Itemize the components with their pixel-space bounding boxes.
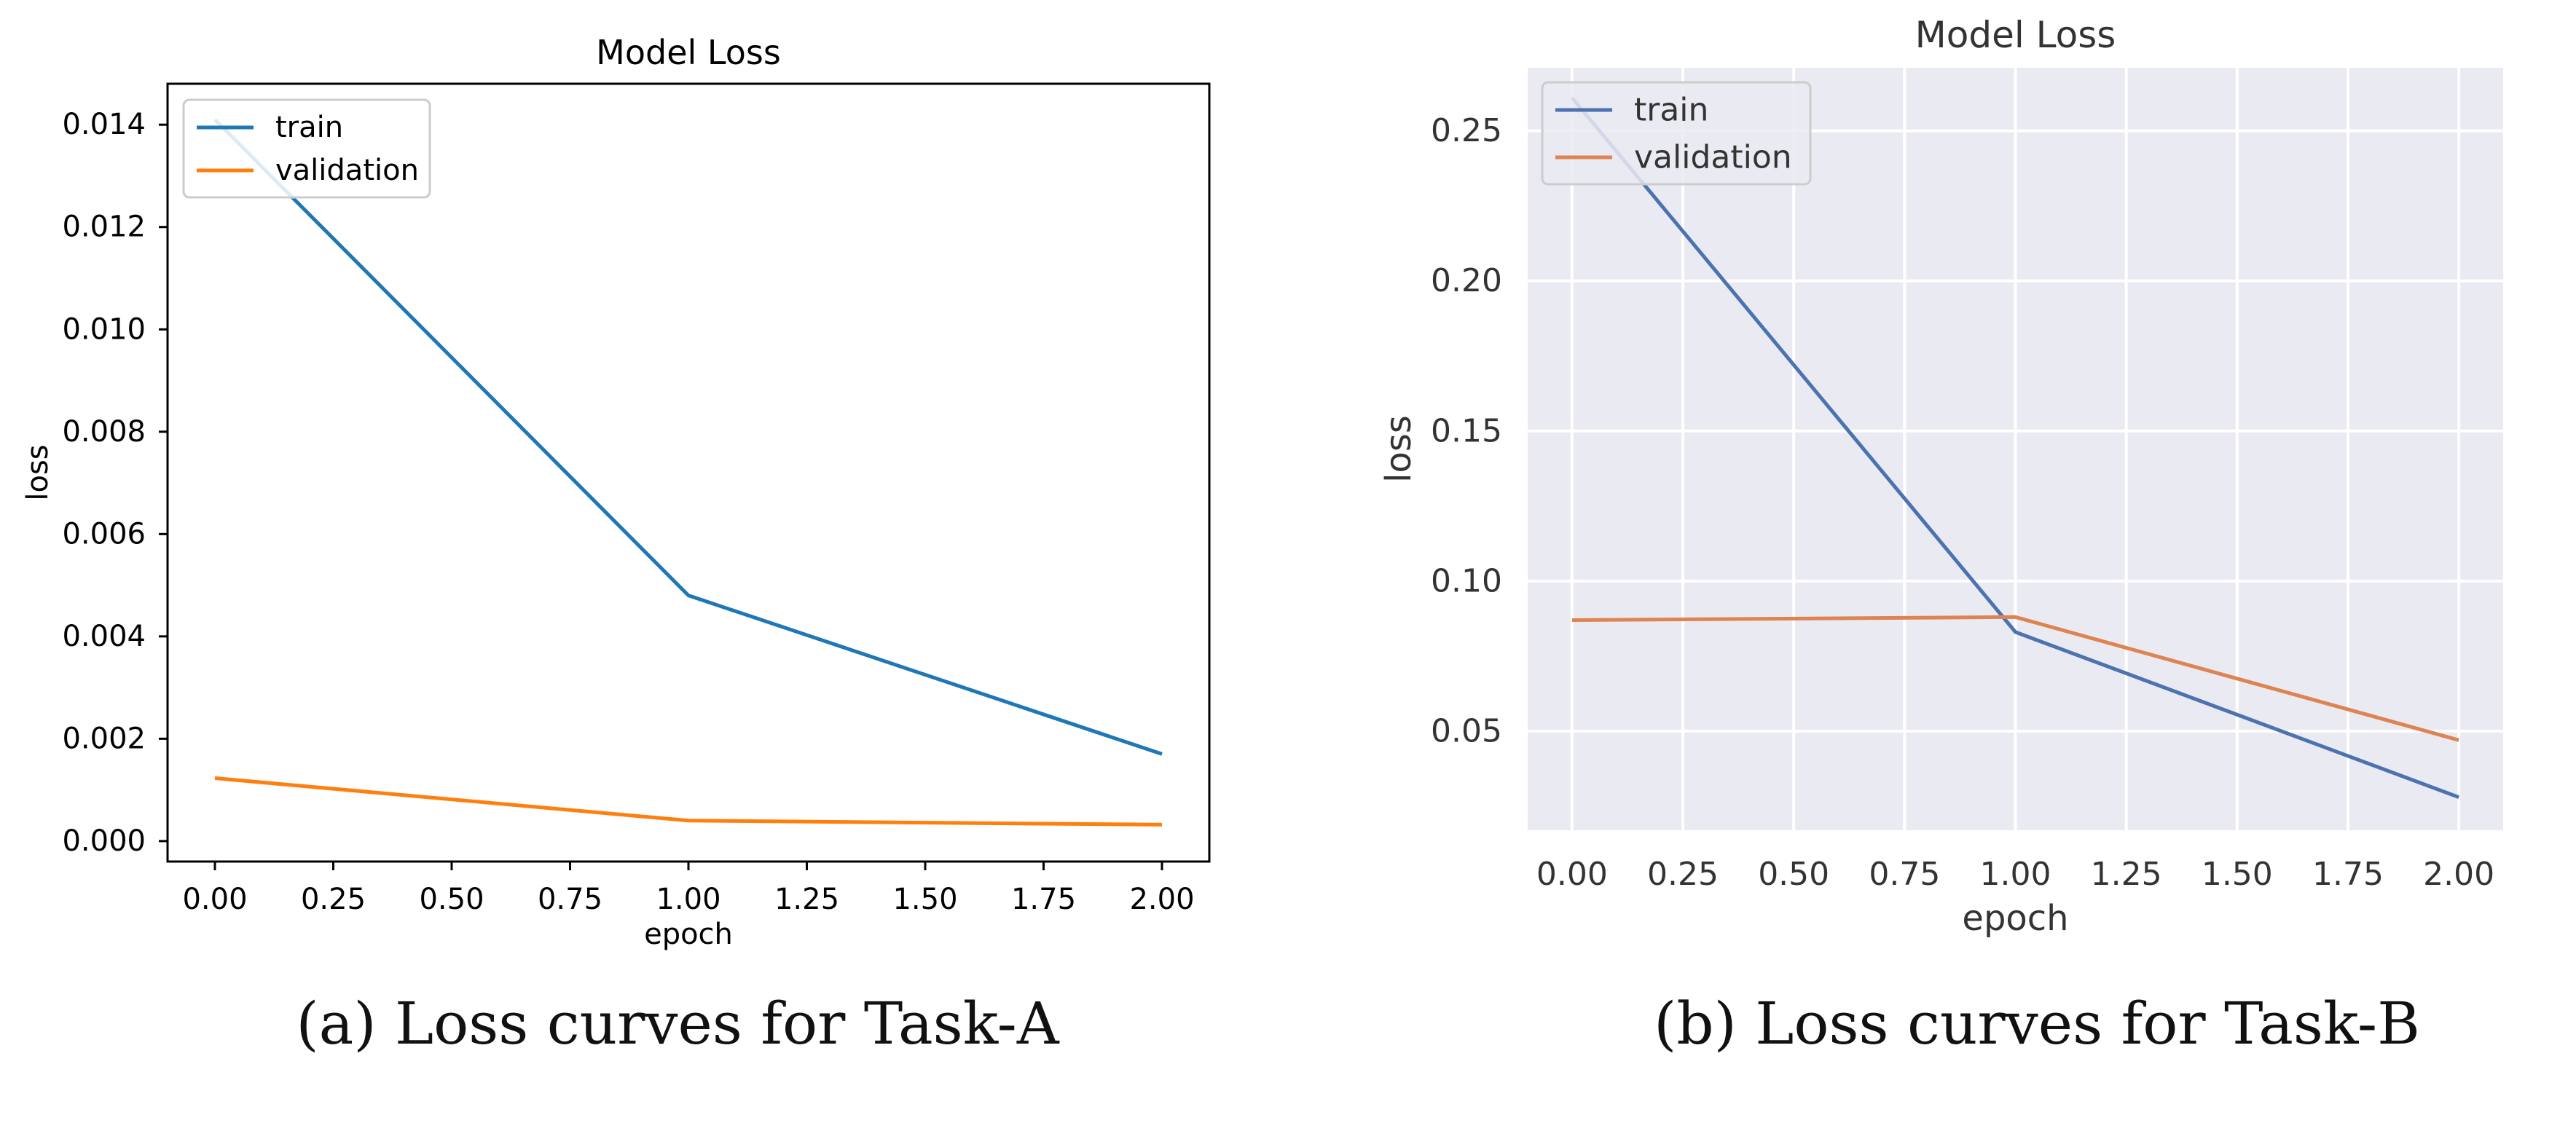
y-tick-label: 0.008 [62, 415, 146, 449]
y-tick-label: 0.010 [62, 312, 146, 346]
y-tick-label: 0.012 [62, 210, 146, 244]
y-tick-label: 0.25 [1431, 112, 1502, 149]
x-tick-label: 1.75 [2312, 856, 2384, 893]
x-axis-label: epoch [1962, 898, 2068, 939]
chart-title: Model Loss [1915, 14, 2116, 56]
x-tick-label: 0.25 [301, 883, 366, 916]
y-tick-label: 0.20 [1431, 262, 1502, 299]
x-tick-label: 1.50 [892, 883, 957, 916]
x-tick-label: 0.00 [182, 883, 247, 916]
y-axis-label: loss [1378, 415, 1419, 483]
plot-area [168, 84, 1209, 862]
y-axis-label: loss [21, 444, 55, 500]
legend-label-train: train [275, 111, 343, 144]
figure-caption: (a) Loss curves for Task-A [296, 990, 1059, 1057]
x-tick-label: 1.75 [1011, 883, 1076, 916]
x-tick-label: 1.50 [2202, 856, 2273, 893]
x-axis-label: epoch [644, 918, 733, 951]
y-tick-label: 0.014 [62, 108, 146, 141]
x-tick-label: 0.75 [538, 883, 602, 916]
y-tick-label: 0.002 [62, 722, 146, 755]
legend: train validation [1541, 81, 1812, 186]
y-tick-label: 0.000 [62, 824, 146, 858]
legend-box [182, 98, 431, 199]
legend-label-validation: validation [275, 154, 419, 187]
x-tick-label: 1.00 [1980, 856, 2051, 893]
chart-task-b: 0.00 0.25 0.50 0.75 1.00 1.25 1.50 1.75 2.00 0.05… [1378, 14, 2503, 1057]
legend-label-validation: validation [1634, 139, 1792, 176]
x-tick-label: 0.00 [1536, 856, 1608, 893]
chart-title: Model Loss [596, 33, 781, 72]
chart-task-a: 0.00 0.25 0.50 0.75 1.00 1.25 1.50 1.75 2.00 0.00… [21, 33, 1211, 1057]
x-tick-label: 2.00 [1129, 883, 1194, 916]
legend: train validation [182, 98, 431, 199]
figure-caption: (b) Loss curves for Task-B [1654, 990, 2420, 1057]
y-tick-label: 0.10 [1431, 562, 1502, 599]
y-tick-label: 0.05 [1431, 712, 1502, 749]
x-tick-label: 1.25 [2091, 856, 2162, 893]
series-line-validation [214, 776, 1163, 827]
x-tick-label: 0.50 [1758, 856, 1829, 893]
x-tick-label: 0.75 [1869, 856, 1940, 893]
x-tick-label: 2.00 [2423, 856, 2494, 893]
x-tick-label: 1.25 [774, 883, 839, 916]
series-line-validation [1571, 615, 2459, 742]
y-tick-label: 0.15 [1431, 412, 1502, 449]
y-tick-label: 0.006 [62, 517, 146, 551]
x-tick-label: 1.00 [656, 883, 720, 916]
x-tick-label: 0.50 [419, 883, 484, 916]
x-tick-label: 0.25 [1647, 856, 1719, 893]
y-tick-label: 0.004 [62, 620, 146, 653]
series-line-train [1570, 96, 2459, 800]
series-line-train [213, 118, 1163, 756]
legend-label-train: train [1634, 92, 1708, 129]
